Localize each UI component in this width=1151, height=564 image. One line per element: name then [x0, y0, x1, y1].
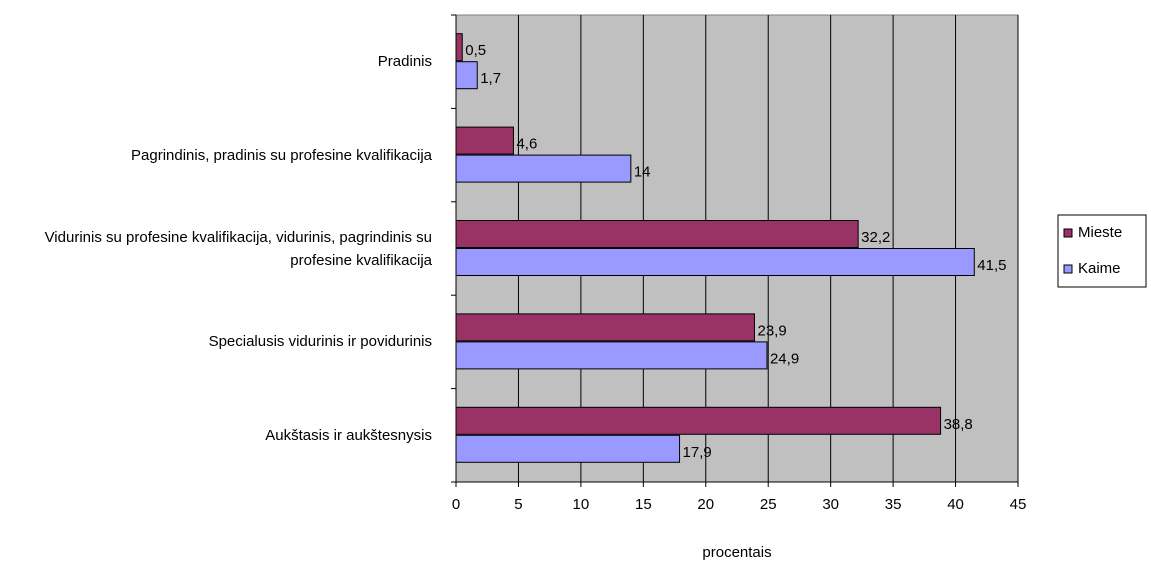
data-label: 17,9 [683, 444, 712, 461]
data-label: 32,2 [861, 229, 890, 246]
data-label: 41,5 [977, 257, 1006, 274]
y-tick-label: Pagrindinis, pradinis su profesine kvali… [131, 146, 432, 164]
bar [455, 61, 478, 90]
legend-swatch [1063, 228, 1073, 238]
data-label: 4,6 [516, 136, 537, 153]
y-tick-label-box: Vidurinis su profesine kvalifikacija, vi… [44, 228, 432, 269]
x-tick-label: 15 [635, 496, 652, 513]
data-label: 14 [634, 164, 651, 181]
legend-swatch [1063, 264, 1073, 274]
x-axis-title: procentais [702, 544, 771, 561]
legend-label: Kaime [1078, 260, 1121, 277]
legend-box [1057, 214, 1147, 288]
y-tick-label: Vidurinis su profesine kvalifikacija, vi… [44, 228, 432, 269]
bar [455, 406, 942, 435]
data-label: 0,5 [465, 42, 486, 59]
data-label: 24,9 [770, 350, 799, 367]
y-tick-label-box: Pradinis [377, 53, 432, 71]
bar [455, 341, 768, 370]
x-tick-label: 5 [514, 496, 522, 513]
bar [455, 248, 975, 276]
bar [455, 154, 632, 183]
bar [455, 33, 463, 62]
x-tick-label: 10 [573, 496, 590, 513]
x-tick-label: 30 [822, 496, 839, 513]
x-tick-label: 40 [947, 496, 964, 513]
bar [455, 434, 681, 463]
x-tick-label: 25 [760, 496, 777, 513]
data-label: 38,8 [944, 416, 973, 433]
bar [455, 313, 755, 342]
legend-label: Mieste [1078, 224, 1122, 241]
data-label: 1,7 [480, 70, 501, 87]
y-tick-label-box: Aukštasis ir aukštesnysis [265, 426, 432, 444]
y-tick-label: Pradinis [377, 53, 432, 71]
x-tick-label: 20 [697, 496, 714, 513]
y-tick-label: Specialusis vidurinis ir povidurinis [208, 333, 432, 351]
x-tick-label: 35 [885, 496, 902, 513]
bar [455, 126, 514, 155]
bar [455, 220, 859, 248]
data-label: 23,9 [757, 322, 786, 339]
x-tick-label: 45 [1010, 496, 1027, 513]
y-tick-label-box: Specialusis vidurinis ir povidurinis [208, 333, 432, 351]
y-tick-label: Aukštasis ir aukštesnysis [265, 426, 432, 444]
y-tick-label-box: Pagrindinis, pradinis su profesine kvali… [131, 146, 432, 164]
x-tick-label: 0 [452, 496, 460, 513]
